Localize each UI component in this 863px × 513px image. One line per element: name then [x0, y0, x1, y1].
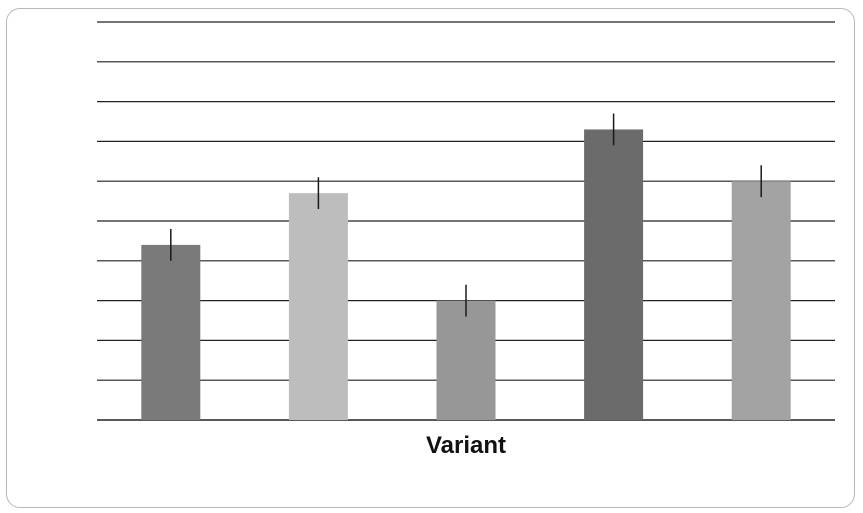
bar-3	[436, 300, 496, 420]
bars	[141, 129, 791, 420]
error-bars	[170, 113, 762, 317]
bar-1	[141, 244, 201, 420]
gridlines	[97, 21, 835, 421]
bar-2	[288, 193, 348, 420]
x-axis-label: Variant	[426, 432, 506, 459]
bar-5	[731, 181, 791, 420]
bar-4	[584, 129, 644, 420]
